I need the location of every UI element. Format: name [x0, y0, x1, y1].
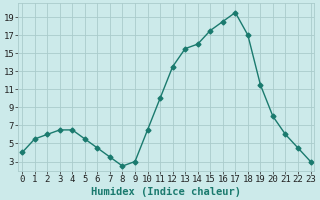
X-axis label: Humidex (Indice chaleur): Humidex (Indice chaleur): [91, 186, 241, 197]
